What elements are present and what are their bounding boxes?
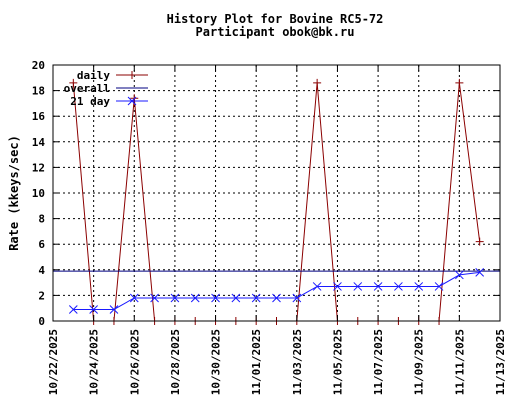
x-tick-label: 10/26/2025 [128,329,141,395]
data-point-21-day [455,270,464,280]
axis-ticks: 0 2 4 6 8 10 12 14 16 18 20 10/22/2025 10/24/2025 10/… [32,59,507,395]
y-tick-label: 10 [32,187,45,200]
data-point-daily [69,78,78,87]
y-tick-label: 0 [38,315,45,328]
data-point-21-day [89,305,98,314]
y-tick-label: 2 [38,289,45,302]
legend-marker-daily [128,71,136,79]
data-point-21-day [312,282,322,291]
y-tick-label: 4 [38,264,45,277]
series-layer [53,78,500,325]
x-tick-label: 11/03/2025 [291,329,304,395]
data-point-21-day [292,293,302,303]
data-point-21-day [251,293,261,303]
chart-title-line: Participant obok@bk.ru [196,25,355,39]
data-point-daily [313,78,322,87]
data-point-21-day [394,282,403,291]
legend-marker-21-day [127,96,137,106]
legend-label-daily: daily [77,69,110,82]
data-point-21-day [109,305,119,314]
plot-frame [52,64,501,322]
data-point-21-day [150,293,159,303]
data-point-21-day [373,282,383,291]
x-tick-label: 11/09/2025 [413,329,426,395]
data-point-21-day [434,282,444,291]
y-tick-label: 6 [38,238,45,251]
data-point-21-day [68,305,78,314]
series-daily [69,78,484,325]
data-point-21-day [414,282,424,291]
data-point-21-day [272,293,281,303]
data-point-21-day [475,268,485,277]
x-tick-label: 11/07/2025 [372,329,385,395]
x-tick-label: 10/24/2025 [88,329,101,395]
x-tick-label: 10/30/2025 [210,329,223,395]
y-tick-label: 18 [32,85,45,98]
y-axis-label: Rate (kkeys/sec) [7,135,21,251]
x-tick-label: 10/28/2025 [169,329,182,395]
data-point-21-day [129,293,139,303]
data-point-21-day [170,293,180,303]
series-21-day [68,268,485,314]
x-tick-label: 10/22/2025 [47,329,60,395]
data-point-daily [455,78,464,87]
data-point-21-day [211,293,220,303]
data-point-21-day [333,282,342,291]
y-tick-label: 8 [38,213,45,226]
x-tick-label: 11/01/2025 [250,329,263,395]
legend-label-overall: overall [64,82,110,95]
y-tick-label: 12 [32,161,45,174]
data-point-daily [475,237,484,246]
y-tick-label: 14 [32,136,46,149]
data-point-21-day [190,293,200,303]
legend-label-21-day: 21 day [70,95,110,108]
x-tick-label: 11/11/2025 [453,329,466,395]
chart-title-line: History Plot for Bovine RC5-72 [167,12,384,26]
data-point-21-day [231,293,241,303]
x-tick-label: 11/13/2025 [494,329,507,395]
y-tick-label: 20 [32,59,45,72]
grid [53,65,500,321]
y-tick-label: 16 [32,110,46,123]
chart-title: History Plot for Bovine RC5-72Participan… [167,12,384,39]
x-tick-label: 11/05/2025 [331,329,344,395]
data-point-21-day [353,282,363,291]
